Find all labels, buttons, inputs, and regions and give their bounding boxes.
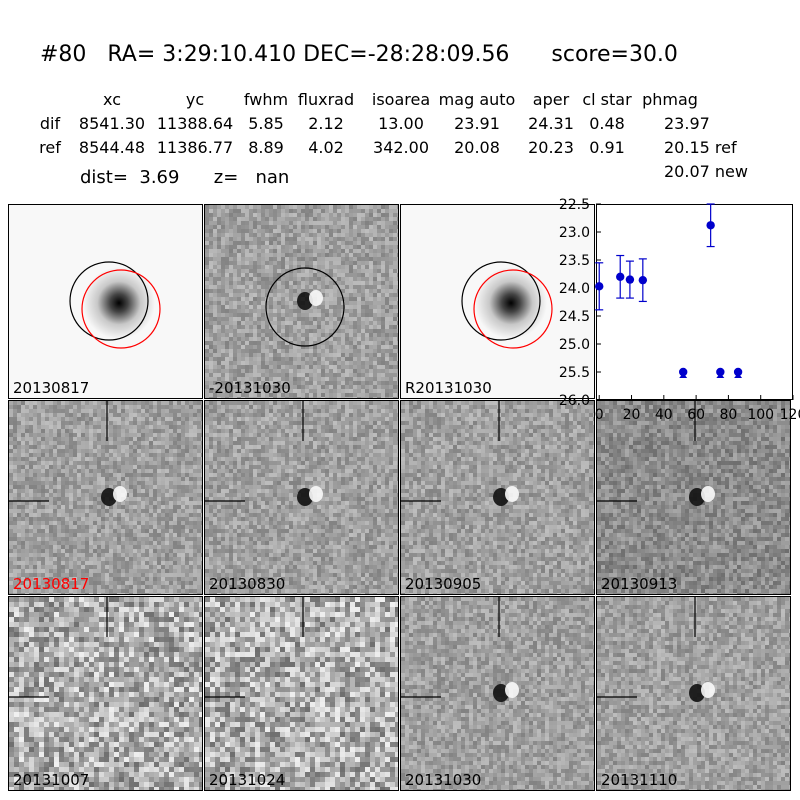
stat-cell: 0.91 bbox=[589, 138, 625, 157]
dist-line: dist= 3.69 z= nan bbox=[80, 167, 289, 188]
panel-date-label: 20131110 bbox=[601, 771, 677, 789]
x-tick-label: 40 bbox=[655, 407, 673, 423]
row-label: ref bbox=[39, 138, 61, 157]
aperture-circle bbox=[265, 267, 345, 347]
cutout-image bbox=[205, 401, 398, 594]
x-tick-label: 80 bbox=[719, 407, 737, 423]
column-header: aper bbox=[533, 90, 569, 109]
page-title: #80 RA= 3:29:10.410 DEC=-28:28:09.56 sco… bbox=[40, 42, 678, 67]
stat-cell: 5.85 bbox=[248, 114, 284, 133]
stat-cell: 20.15 ref bbox=[664, 138, 737, 157]
panel-date-label: -20131030 bbox=[209, 379, 291, 397]
x-tick-label: 0 bbox=[595, 407, 604, 423]
y-tick-label: 24.5 bbox=[559, 309, 590, 325]
x-tick-label: 100 bbox=[747, 407, 774, 423]
x-tick-label: 20 bbox=[623, 407, 641, 423]
data-point bbox=[733, 367, 743, 377]
data-point bbox=[678, 367, 688, 377]
lightcurve-frame bbox=[596, 204, 793, 400]
column-header: fluxrad bbox=[298, 90, 354, 109]
panel-date-label: 20131030 bbox=[405, 771, 481, 789]
panel-date-label: R20131030 bbox=[405, 379, 492, 397]
y-tick-label: 26.0 bbox=[559, 393, 590, 409]
panel-date-label: 20130830 bbox=[209, 575, 285, 593]
data-point bbox=[625, 275, 635, 284]
x-tick-label: 60 bbox=[687, 407, 705, 423]
panel-date-label: 20130905 bbox=[405, 575, 481, 593]
panel-date-label: 20131007 bbox=[13, 771, 89, 789]
panel-date-label: 20130913 bbox=[601, 575, 677, 593]
y-tick-label: 25.0 bbox=[559, 337, 590, 353]
cutout-panel: 20131030 bbox=[400, 596, 595, 791]
y-tick-label: 25.5 bbox=[559, 365, 590, 381]
y-tick-label: 23.0 bbox=[559, 225, 590, 241]
cutout-image bbox=[9, 401, 202, 594]
column-header: phmag bbox=[642, 90, 698, 109]
stat-cell: 23.97 bbox=[664, 114, 710, 133]
cutout-image bbox=[9, 205, 202, 398]
cutout-image bbox=[401, 401, 594, 594]
y-tick-label: 23.5 bbox=[559, 253, 590, 269]
cutout-image bbox=[401, 597, 594, 790]
stat-cell: 0.48 bbox=[589, 114, 625, 133]
cutout-image bbox=[401, 205, 594, 398]
stat-cell: 24.31 bbox=[528, 114, 574, 133]
cutout-panel: 20130817 bbox=[8, 204, 203, 399]
panel-date-label: 20130817 bbox=[13, 575, 89, 593]
cutout-panel: 20131110 bbox=[596, 596, 791, 791]
column-header: mag auto bbox=[439, 90, 516, 109]
data-point bbox=[706, 221, 715, 230]
column-header: isoarea bbox=[372, 90, 430, 109]
aperture-circle-red bbox=[81, 269, 161, 349]
lightcurve-chart: 22.5 23.0 23.5 24.0 24.5 25.0 25.5 26.0 0 20 40 60 8… bbox=[559, 197, 800, 423]
cutout-image bbox=[597, 401, 790, 594]
data-point bbox=[595, 282, 604, 291]
cutout-panel: 20131024 bbox=[204, 596, 399, 791]
stat-cell: 342.00 bbox=[373, 138, 429, 157]
x-tick-label: 120 bbox=[780, 407, 800, 423]
cutout-image bbox=[9, 597, 202, 790]
row-label: dif bbox=[40, 114, 60, 133]
stat-cell: 23.91 bbox=[454, 114, 500, 133]
stat-cell: 2.12 bbox=[308, 114, 344, 133]
column-header: fwhm bbox=[244, 90, 288, 109]
aperture-circle bbox=[69, 261, 149, 341]
stat-cell: 11386.77 bbox=[157, 138, 233, 157]
column-header: cl star bbox=[582, 90, 631, 109]
stat-cell: 8.89 bbox=[248, 138, 284, 157]
aperture-circle bbox=[461, 261, 541, 341]
cutout-panel: 20130817 bbox=[8, 400, 203, 595]
cutout-image bbox=[205, 597, 398, 790]
cutout-panel: 20130830 bbox=[204, 400, 399, 595]
panel-date-label: 20130817 bbox=[13, 379, 89, 397]
phmag-new: 20.07 new bbox=[664, 162, 748, 181]
data-point bbox=[716, 367, 725, 377]
cutout-image bbox=[597, 597, 790, 790]
cutout-panel: 20131007 bbox=[8, 596, 203, 791]
cutout-image bbox=[205, 205, 398, 398]
cutout-panel: -20131030 bbox=[204, 204, 399, 399]
panel-date-label: 20131024 bbox=[209, 771, 285, 789]
column-header: xc bbox=[103, 90, 121, 109]
cutout-panel: 20130913 bbox=[596, 400, 791, 595]
column-header: yc bbox=[186, 90, 204, 109]
stat-cell: 20.23 bbox=[528, 138, 574, 157]
cutout-panel: R20131030 bbox=[400, 204, 595, 399]
stat-cell: 4.02 bbox=[308, 138, 344, 157]
y-tick-label: 22.5 bbox=[559, 197, 590, 213]
stat-cell: 13.00 bbox=[378, 114, 424, 133]
cutout-panel: 20130905 bbox=[400, 400, 595, 595]
stat-cell: 8541.30 bbox=[79, 114, 145, 133]
stat-cell: 20.08 bbox=[454, 138, 500, 157]
stat-cell: 11388.64 bbox=[157, 114, 233, 133]
y-tick-label: 24.0 bbox=[559, 281, 590, 297]
data-point bbox=[616, 272, 625, 281]
data-point bbox=[638, 275, 648, 285]
aperture-circle-red bbox=[473, 269, 553, 349]
stat-cell: 8544.48 bbox=[79, 138, 145, 157]
